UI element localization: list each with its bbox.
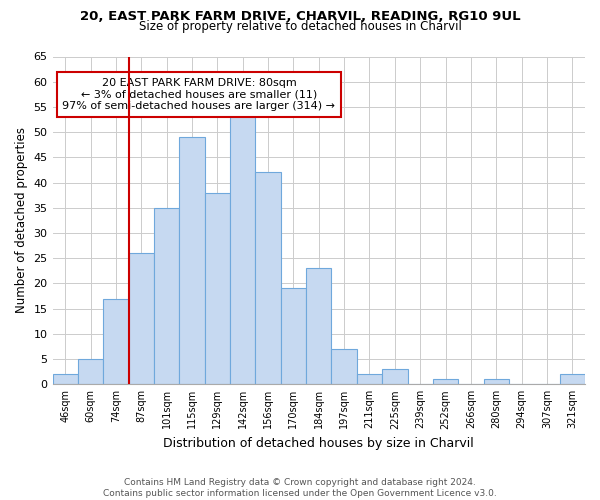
Bar [382,369,407,384]
Text: 20, EAST PARK FARM DRIVE, CHARVIL, READING, RG10 9UL: 20, EAST PARK FARM DRIVE, CHARVIL, READI… [80,10,520,23]
Bar [331,349,357,384]
Bar [484,380,509,384]
Bar [103,298,128,384]
Bar [357,374,382,384]
Bar [128,253,154,384]
X-axis label: Distribution of detached houses by size in Charvil: Distribution of detached houses by size … [163,437,474,450]
Bar [230,112,256,384]
Text: Size of property relative to detached houses in Charvil: Size of property relative to detached ho… [139,20,461,33]
Bar [281,288,306,384]
Bar [154,208,179,384]
Bar [560,374,585,384]
Text: 20 EAST PARK FARM DRIVE: 80sqm
← 3% of detached houses are smaller (11)
97% of s: 20 EAST PARK FARM DRIVE: 80sqm ← 3% of d… [62,78,335,111]
Bar [306,268,331,384]
Y-axis label: Number of detached properties: Number of detached properties [15,128,28,314]
Bar [433,380,458,384]
Bar [179,137,205,384]
Bar [78,359,103,384]
Bar [205,192,230,384]
Bar [256,172,281,384]
Bar [53,374,78,384]
Text: Contains HM Land Registry data © Crown copyright and database right 2024.
Contai: Contains HM Land Registry data © Crown c… [103,478,497,498]
